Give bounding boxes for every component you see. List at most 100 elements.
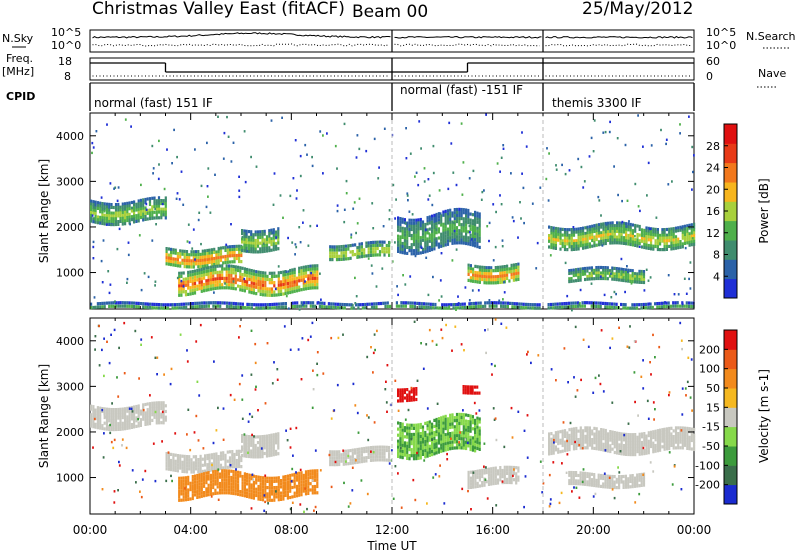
power-colorbar-tick-28: 28 (706, 140, 720, 153)
power-ytick-label-1000: 1000 (56, 267, 84, 280)
power-ytick-label-2000: 2000 (56, 221, 84, 234)
velocity-echo-band-6 (397, 412, 481, 461)
power-x-ticks (89, 113, 695, 309)
velocity-colorbar-swatch-5 (724, 388, 737, 408)
power-colorbar-swatch-6 (724, 162, 737, 183)
cpid-mode-3: themis 3300 IF (552, 96, 642, 110)
velocity-colorbar-tick-3: 15 (706, 401, 720, 414)
power-colorbar-swatch-8 (724, 124, 737, 144)
noise-right-tick-bottom: 10^0 (706, 39, 736, 52)
power-colorbar-swatch-5 (724, 182, 737, 202)
power-colorbar-tick-24: 24 (706, 162, 720, 175)
velocity-scatter-marks (92, 318, 693, 514)
x-axis-label: Time UT (366, 539, 417, 553)
freq-left-tick-top: 18 (58, 55, 72, 68)
power-colorbar: 4 8 12 16 20 24 28 (706, 123, 738, 299)
noise-panel: 10^5 10^0 10^5 10^0 (51, 26, 736, 53)
velocity-y-ticks: 1000 2000 3000 4000 (56, 335, 694, 485)
nsearch-label: N.Search (746, 30, 796, 43)
power-echo-band-5 (329, 240, 391, 262)
velocity-colorbar-label: Velocity [m s-1] (757, 369, 771, 463)
velocity-colorbar-tick-0: 200 (699, 343, 720, 356)
velocity-ytick-label-4000: 4000 (56, 335, 84, 348)
noise-sky-line (92, 32, 693, 39)
x-tick-label-6: 00:00 (677, 523, 712, 537)
power-colorbar-swatch-7 (724, 143, 737, 164)
power-colorbar-swatch-4 (724, 201, 737, 222)
power-echo-band-9 (568, 265, 646, 285)
power-colorbar-tick-20: 20 (706, 183, 720, 196)
cpid-label: CPID (6, 90, 35, 103)
velocity-echo-marks (90, 318, 696, 514)
nave-label: Nave (758, 67, 786, 80)
nave-right-tick-bottom: 0 (706, 70, 713, 83)
power-colorbar-swatch-0 (724, 278, 737, 299)
velocity-echo-band-3 (178, 469, 319, 502)
velocity-colorbar-swatch-3 (724, 426, 737, 447)
velocity-colorbar-swatch-2 (724, 446, 737, 466)
x-tick-label-3: 12:00 (375, 523, 410, 537)
power-echo-band-4 (241, 227, 280, 254)
power-echo-band-10 (90, 301, 695, 310)
noise-gaps (391, 30, 544, 52)
velocity-colorbar-tick-6: -100 (695, 459, 720, 472)
power-y-axis-label: Slant Range [km] (37, 159, 51, 263)
velocity-colorbar-tick-1: 100 (699, 363, 720, 376)
velocity-echo-band-7 (397, 387, 418, 403)
cpid-row: normal (fast) 151 IF normal (fast) -151 … (89, 82, 695, 111)
figure-title: Christmas Valley East (fitACF) (92, 0, 345, 19)
power-colorbar-tick-16: 16 (706, 205, 720, 218)
velocity-colorbar-swatch-0 (724, 484, 737, 505)
power-echo-band-1 (90, 196, 167, 227)
nsky-label: N.Sky (2, 32, 34, 45)
noise-left-tick-top: 10^5 (51, 26, 81, 39)
noise-search-line (92, 43, 691, 47)
velocity-echo-band-4 (241, 432, 280, 459)
freq-left-tick-bottom: 8 (64, 70, 71, 83)
x-tick-labels: 00:00 04:00 08:00 12:00 16:00 20:00 00:00 (73, 523, 712, 537)
power-echo-band-3 (178, 264, 319, 297)
power-echo-band-2 (165, 244, 243, 269)
frequency-step-line (90, 58, 694, 80)
power-echo-band-8 (548, 221, 696, 252)
velocity-panel: 1000 2000 3000 4000 Slant Range [km] 200 100… (37, 317, 771, 515)
power-echo-band-6 (397, 207, 481, 256)
x-tick-label-0: 00:00 (73, 523, 108, 537)
velocity-echo-band-11 (568, 470, 646, 490)
cpid-mode-2: normal (fast) -151 IF (400, 83, 523, 97)
freq-unit-label: [MHz] (2, 65, 34, 78)
power-colorbar-tick-4: 4 (713, 270, 720, 283)
power-y-ticks: 1000 2000 3000 4000 (56, 130, 694, 280)
power-colorbar-tick-8: 8 (713, 249, 720, 262)
velocity-ytick-label-1000: 1000 (56, 472, 84, 485)
velocity-x-ticks (89, 318, 695, 514)
velocity-colorbar-swatch-7 (724, 349, 737, 370)
power-colorbar-swatch-3 (724, 220, 737, 241)
velocity-colorbar-swatch-8 (724, 330, 737, 350)
velocity-echo-band-9 (467, 465, 520, 490)
velocity-colorbar-tick-2: 50 (706, 382, 720, 395)
freq-label: Freq. (6, 52, 33, 65)
power-colorbar-swatch-1 (724, 259, 737, 280)
velocity-echo-band-10 (548, 426, 696, 457)
x-tick-label-4: 16:00 (475, 523, 510, 537)
velocity-colorbar-tick-7: -200 (695, 479, 720, 492)
velocity-ytick-label-2000: 2000 (56, 426, 84, 439)
power-ytick-label-3000: 3000 (56, 175, 84, 188)
velocity-colorbar-swatch-6 (724, 368, 737, 389)
velocity-colorbar-swatch-4 (724, 407, 737, 428)
power-scatter-marks (90, 113, 695, 312)
date-label: 25/May/2012 (582, 0, 694, 19)
velocity-colorbar-tick-5: -50 (702, 440, 720, 453)
noise-left-tick-bottom: 10^0 (51, 39, 81, 52)
power-echo-band-7 (467, 262, 520, 285)
x-tick-label-1: 04:00 (173, 523, 208, 537)
velocity-y-axis-label: Slant Range [km] (37, 364, 51, 468)
nave-right-tick-top: 60 (706, 55, 720, 68)
frequency-panel: 18 8 60 0 (58, 55, 720, 83)
velocity-echo-band-5 (329, 445, 391, 467)
beam-label: Beam 00 (352, 2, 428, 22)
velocity-echo-band-1 (90, 401, 167, 432)
cpid-mode-1: normal (fast) 151 IF (94, 96, 213, 110)
